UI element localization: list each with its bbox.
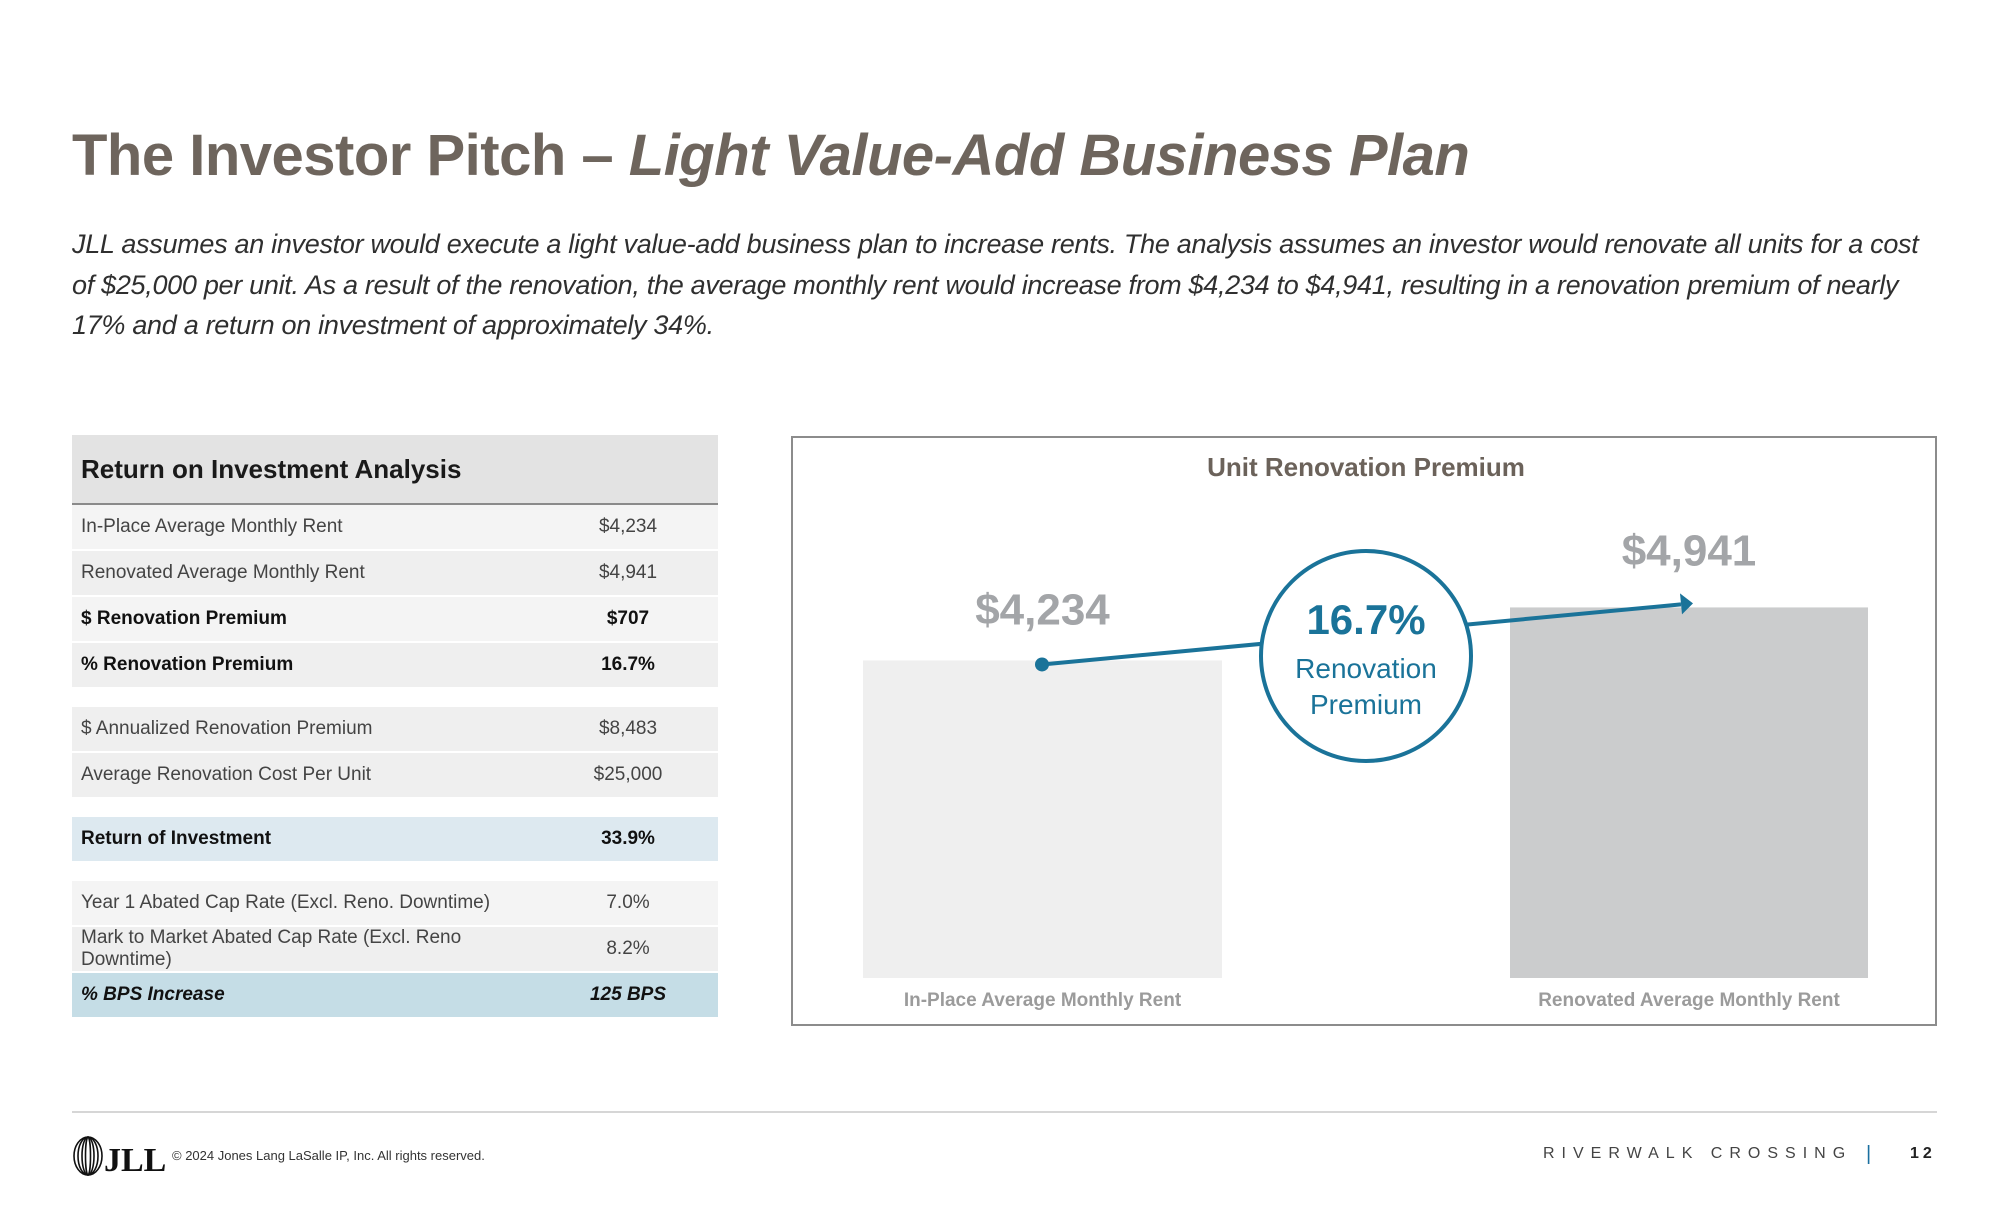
row-value: $25,000	[593, 764, 663, 785]
page-number: 12	[1910, 1145, 1936, 1162]
table-row: Average Renovation Cost Per Unit $25,000	[72, 753, 718, 799]
row-value: 125 BPS	[589, 984, 667, 1005]
category-label: In-Place Average Monthly Rent	[904, 990, 1182, 1011]
row-label: % Renovation Premium	[81, 654, 294, 675]
table-row: Return of Investment 33.9%	[72, 817, 718, 863]
row-label: Mark to Market Abated Cap Rate (Excl. Re…	[81, 927, 462, 970]
row-label: $ Annualized Renovation Premium	[81, 718, 373, 739]
row-label: Return of Investment	[81, 828, 272, 849]
table-row: % BPS Increase 125 BPS	[72, 973, 718, 1019]
row-label: $ Renovation Premium	[81, 608, 287, 629]
row-label: Average Renovation Cost Per Unit	[81, 764, 372, 785]
table-row: Year 1 Abated Cap Rate (Excl. Reno. Down…	[72, 881, 718, 927]
bar	[1510, 607, 1868, 978]
table-row: % Renovation Premium 16.7%	[72, 643, 718, 689]
premium-value: 16.7%	[1306, 596, 1425, 643]
table-row: $ Annualized Renovation Premium $8,483	[72, 707, 718, 753]
table-row: $ Renovation Premium $707	[72, 597, 718, 643]
intro-paragraph: JLL assumes an investor would execute a …	[72, 229, 1919, 340]
premium-circle	[1259, 549, 1473, 763]
table-row: Mark to Market Abated Cap Rate (Excl. Re…	[72, 927, 718, 973]
row-value: 16.7%	[601, 654, 655, 675]
arrow-start-dot	[1035, 657, 1049, 672]
roi-table-body: In-Place Average Monthly Rent $4,234 Renov…	[72, 505, 718, 1019]
row-label: Renovated Average Monthly Rent	[81, 562, 365, 583]
chart-svg: Unit Renovation Premium $4,234 In-Place Av…	[863, 452, 1868, 1011]
row-value: $707	[606, 608, 650, 629]
row-label: Year 1 Abated Cap Rate (Excl. Reno. Down…	[81, 892, 491, 913]
row-gap	[72, 863, 718, 881]
jll-logo: JLL	[72, 1136, 167, 1181]
row-gap	[72, 689, 718, 707]
title-italic: Light Value-Add Business Plan	[628, 123, 1470, 188]
premium-label-2: Premium	[1310, 689, 1422, 720]
roi-table-title: Return on Investment Analysis	[72, 435, 718, 505]
table-row: Renovated Average Monthly Rent $4,941	[72, 551, 718, 597]
project-name: RIVERWALK CROSSING	[1543, 1145, 1853, 1162]
row-value: 7.0%	[606, 892, 650, 913]
row-label: In-Place Average Monthly Rent	[81, 516, 343, 537]
data-label: $4,941	[1622, 526, 1757, 575]
footer-separator: |	[1866, 1143, 1872, 1165]
chart-title: Unit Renovation Premium	[1207, 452, 1525, 482]
copyright: © 2024 Jones Lang LaSalle IP, Inc. All r…	[172, 1148, 485, 1163]
row-value: 33.9%	[601, 828, 655, 849]
unit-renovation-premium-chart: Unit Renovation Premium $4,234 In-Place Av…	[791, 436, 1937, 1026]
page-title: The Investor Pitch – Light Value-Add Bus…	[72, 122, 1470, 189]
title-plain: The Investor Pitch –	[72, 123, 629, 188]
roi-table: Return on Investment Analysis In-Place A…	[72, 435, 718, 1019]
row-value: 8.2%	[606, 938, 650, 959]
row-value: $8,483	[598, 718, 658, 739]
table-row: In-Place Average Monthly Rent $4,234	[72, 505, 718, 551]
category-label: Renovated Average Monthly Rent	[1538, 990, 1840, 1011]
row-label: % BPS Increase	[81, 984, 225, 1005]
footer-divider	[72, 1111, 1937, 1113]
row-gap	[72, 799, 718, 817]
data-label: $4,234	[975, 585, 1110, 634]
svg-text:JLL: JLL	[104, 1142, 166, 1176]
bar	[863, 660, 1222, 978]
row-value: $4,941	[598, 562, 658, 583]
premium-label-1: Renovation	[1295, 653, 1437, 684]
arrow-head-icon	[1680, 593, 1693, 615]
row-value: $4,234	[598, 516, 658, 537]
